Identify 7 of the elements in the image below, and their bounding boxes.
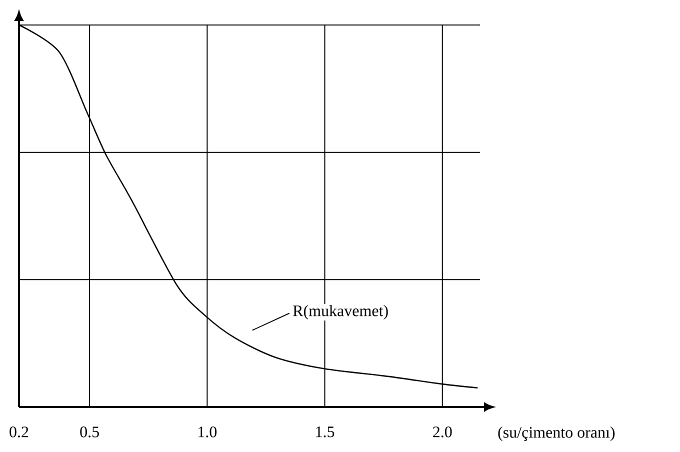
x-tick-label: 0.2 [10,426,28,438]
x-tick-label: 0.5 [80,426,99,438]
legend-label: R(mukavemet) [293,304,388,320]
x-tick-label: 1.0 [198,426,217,438]
x-tick-label: 1.5 [316,426,334,438]
x-tick-label: 2.0 [433,426,452,438]
x-axis-title: (su/çimento oranı) [498,426,615,442]
